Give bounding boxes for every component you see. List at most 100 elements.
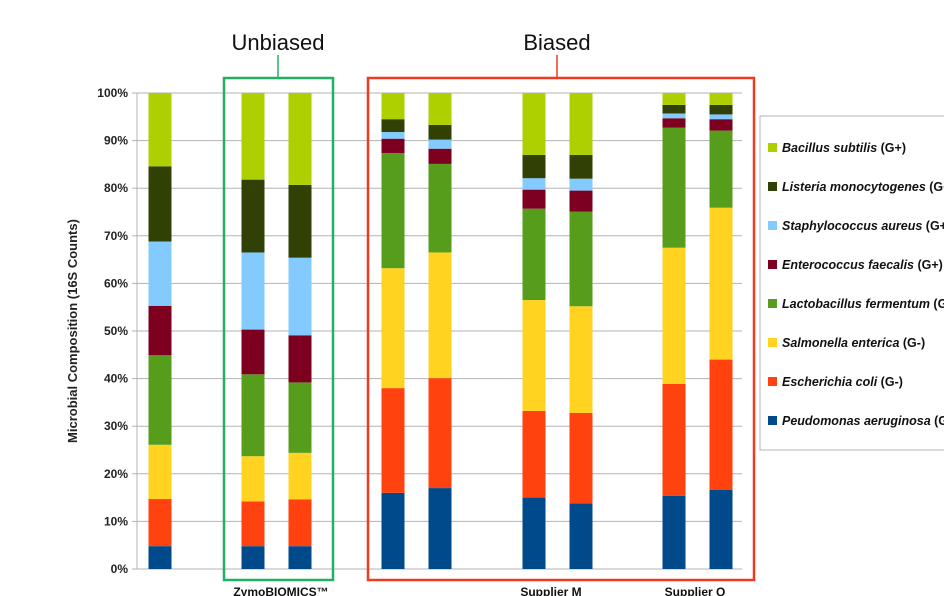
bar-segment [428, 124, 452, 140]
legend-label: Salmonella enterica (G-) [782, 336, 925, 350]
bar-segment [522, 189, 546, 209]
legend-swatch [768, 377, 777, 386]
bar-segment [428, 93, 452, 125]
legend-gram: (G-) [899, 336, 925, 350]
bar-segment [148, 241, 172, 306]
bar-segment [428, 488, 452, 569]
legend-swatch [768, 260, 777, 269]
x-group-label: Supplier M [520, 585, 581, 596]
y-tick-label: 0% [111, 562, 129, 576]
y-tick-label: 40% [104, 372, 128, 386]
bar-segment [662, 247, 686, 384]
y-tick-label: 20% [104, 467, 128, 481]
legend-swatch [768, 338, 777, 347]
group-title: Unbiased [232, 30, 325, 55]
bar-segment [709, 93, 733, 105]
legend-swatch [768, 221, 777, 230]
bar-segment [522, 300, 546, 411]
legend-species: Staphylococcus aureus [782, 219, 922, 233]
bar-segment [288, 382, 312, 453]
bar-segment [381, 268, 405, 389]
legend-label: Escherichia coli (G-) [782, 375, 903, 389]
bar-segment [288, 546, 312, 569]
bar-segment [288, 93, 312, 185]
bar-segment [709, 119, 733, 131]
bar-segment [662, 495, 686, 569]
legend-species: Bacillus subtilis [782, 141, 877, 155]
bar-segment [381, 93, 405, 120]
bar-segment [709, 489, 733, 569]
bar-segment [381, 132, 405, 139]
bar-segment [569, 190, 593, 212]
y-tick-label: 100% [97, 86, 128, 100]
bar-segment [148, 444, 172, 500]
bar-segment [522, 410, 546, 498]
legend: Bacillus subtilis (G+)Listeria monocytog… [759, 115, 944, 451]
group-boxes: Unbiased Biased [222, 30, 756, 582]
legend-species: Lactobacillus fermentum [782, 297, 930, 311]
bar-segment [288, 335, 312, 383]
bar-segment [241, 252, 265, 330]
bar-segment [241, 456, 265, 502]
bar-segment [709, 114, 733, 120]
legend-gram: (G+) [926, 180, 944, 194]
legend-species: Salmonella enterica [782, 336, 899, 350]
bar-segment [569, 211, 593, 307]
bar-segment [428, 252, 452, 379]
bar-segment [522, 93, 546, 155]
bar-segment [381, 492, 405, 569]
bar-segment [241, 374, 265, 457]
bar-segment [241, 546, 265, 569]
bar-segment [709, 359, 733, 490]
y-tick-label: 10% [104, 514, 128, 528]
bar-segment [241, 501, 265, 547]
y-tick-label: 30% [104, 419, 128, 433]
y-tick-label: 90% [104, 134, 128, 148]
y-axis-label: Microbial Composition (16S Counts) [65, 219, 80, 443]
bar-segment [428, 163, 452, 253]
bar-segment [709, 130, 733, 208]
bar-segment [148, 499, 172, 547]
group-title: Biased [523, 30, 590, 55]
legend-box [759, 115, 944, 451]
bar-segment [662, 118, 686, 128]
y-tick-label: 80% [104, 181, 128, 195]
bar-segment [148, 546, 172, 569]
bar-segment [288, 184, 312, 258]
bar-segment [288, 499, 312, 547]
bar-segment [428, 378, 452, 489]
bar-segment [381, 152, 405, 269]
bar-segment [569, 503, 593, 569]
legend-gram: (G-) [877, 375, 903, 389]
bar-segment [569, 154, 593, 179]
legend-gram: (G-) [931, 414, 944, 428]
legend-swatch [768, 299, 777, 308]
bar-segment [569, 306, 593, 413]
legend-label: Peudomonas aeruginosa (G-) [782, 414, 944, 428]
legend-gram: (G+) [877, 141, 906, 155]
bar-segment [148, 355, 172, 445]
bar-segment [709, 104, 733, 115]
bar-segment [662, 127, 686, 248]
y-tick-label: 70% [104, 229, 128, 243]
bar-segment [381, 119, 405, 133]
bar-segment [709, 207, 733, 360]
legend-swatch [768, 416, 777, 425]
group-box [222, 76, 335, 582]
y-tick-label: 50% [104, 324, 128, 338]
bar-segment [148, 166, 172, 242]
bar-segment [241, 179, 265, 253]
bar-segment [381, 388, 405, 493]
bar-segment [662, 93, 686, 105]
bar-segment [662, 383, 686, 496]
axes: 0% 10% 20% 30% 40% 50% 60% 70% 80% 90% 100% Microbi… [65, 86, 725, 596]
bars [148, 93, 733, 569]
legend-species: Peudomonas aeruginosa [782, 414, 931, 428]
bar-segment [662, 113, 686, 119]
legend-label: Staphylococcus aureus (G+) [782, 219, 944, 233]
bar-segment [148, 93, 172, 167]
bar-segment [288, 257, 312, 336]
legend-label: Lactobacillus fermentum (G+) [782, 297, 944, 311]
bar-segment [148, 305, 172, 356]
